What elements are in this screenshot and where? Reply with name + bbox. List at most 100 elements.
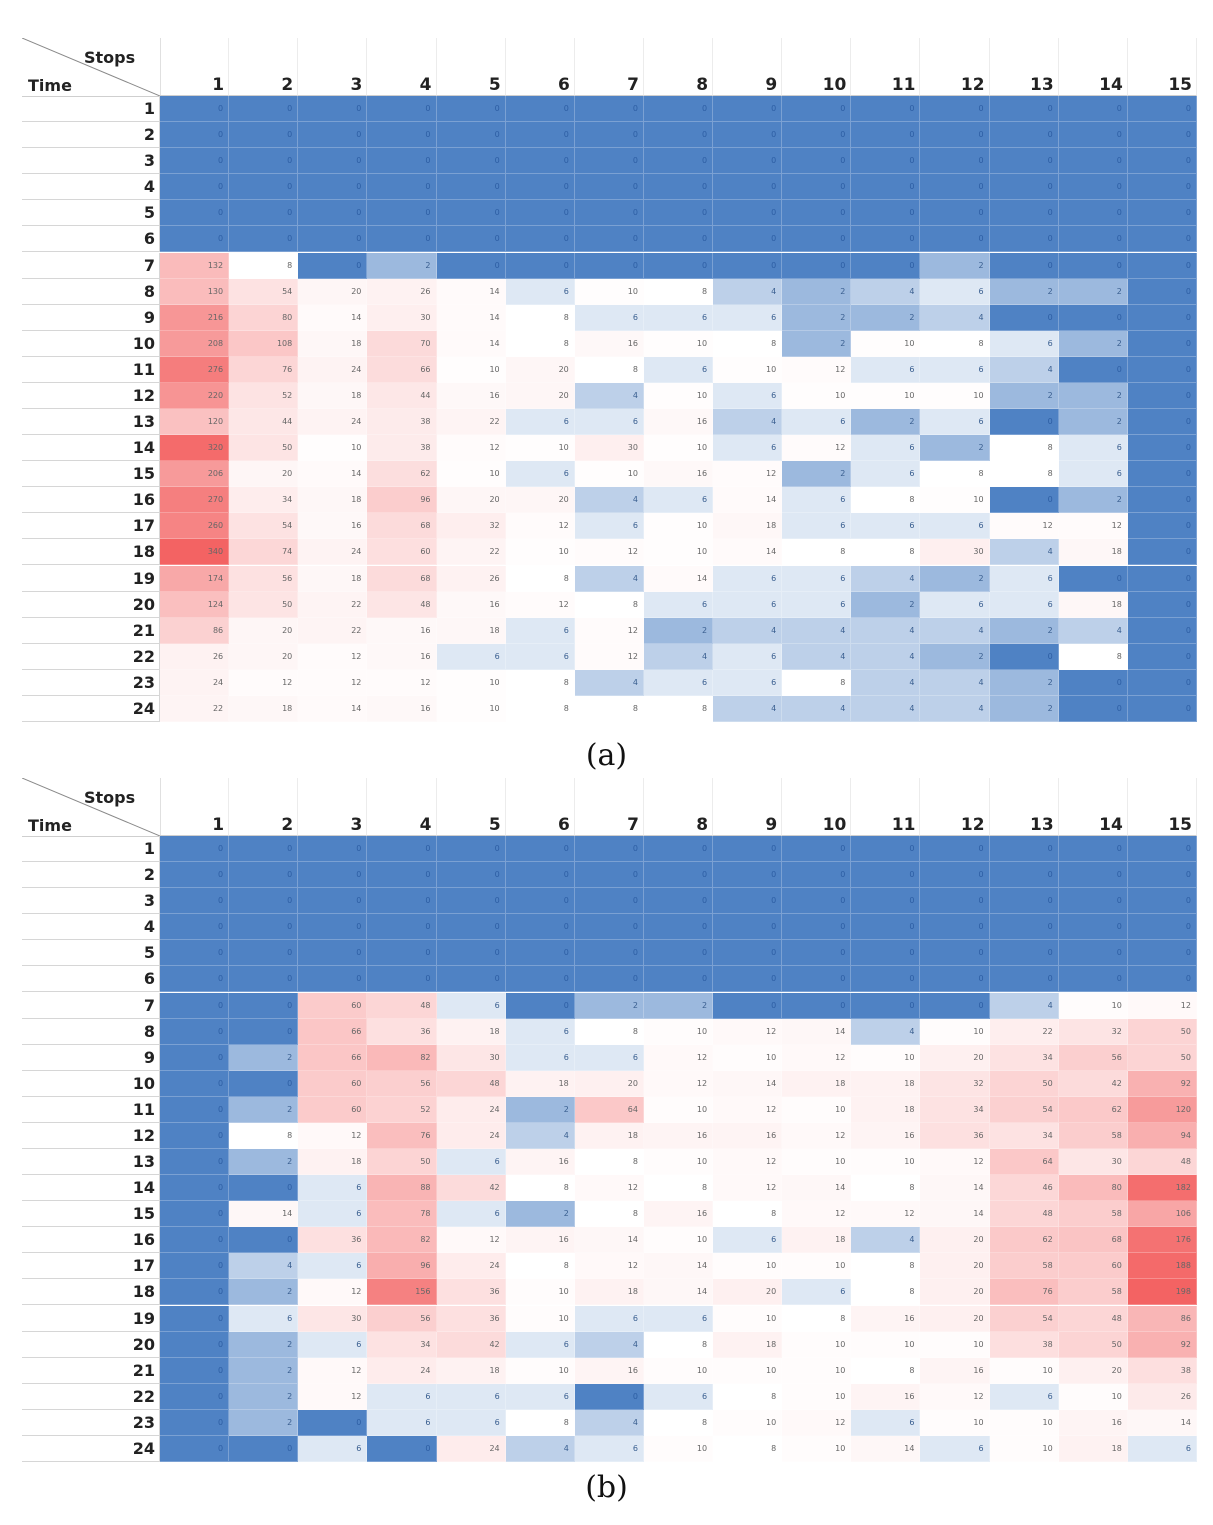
corner-header: Stops Time <box>22 38 161 97</box>
heatmap-cell: 8 <box>713 330 783 357</box>
heatmap-cell: 6 <box>643 1383 714 1410</box>
row-header: 23 <box>22 669 160 696</box>
heatmap-cell: 0 <box>643 174 714 201</box>
column-header: 13 <box>989 38 1059 96</box>
heatmap-cell: 12 <box>920 1383 990 1410</box>
heatmap-cell: 0 <box>1127 461 1197 488</box>
heatmap-cell: 18 <box>436 617 506 644</box>
heatmap-cell: 6 <box>505 617 575 644</box>
heatmap-cell: 20 <box>920 1253 990 1280</box>
heatmap-cell: 10 <box>989 1357 1059 1384</box>
heatmap-cell: 0 <box>160 226 230 253</box>
heatmap-cell: 0 <box>1058 122 1128 149</box>
heatmap-cell: 8 <box>643 695 714 722</box>
heatmap-cell: 58 <box>1058 1201 1128 1228</box>
heatmap-cell: 8 <box>851 1357 921 1384</box>
heatmap-cell: 18 <box>574 1279 644 1306</box>
heatmap-cell: 14 <box>643 1253 714 1280</box>
heatmap-cell: 0 <box>713 174 783 201</box>
heatmap-cell: 6 <box>643 1305 714 1332</box>
heatmap-cell: 8 <box>574 356 644 383</box>
heatmap-cell: 10 <box>505 539 575 566</box>
heatmap-cell: 86 <box>1127 1305 1197 1332</box>
heatmap-cell: 10 <box>643 1149 714 1176</box>
heatmap-cell: 0 <box>851 148 921 175</box>
heatmap-cell: 2 <box>989 382 1059 409</box>
heatmap-cell: 6 <box>505 643 575 670</box>
heatmap-cell: 0 <box>851 992 921 1019</box>
heatmap-cell: 0 <box>160 1383 230 1410</box>
heatmap-cell: 0 <box>436 226 506 253</box>
heatmap-cell: 0 <box>505 200 575 227</box>
heatmap-cell: 0 <box>160 1435 230 1462</box>
heatmap-cell: 2 <box>229 1357 299 1384</box>
heatmap-cell: 0 <box>989 226 1059 253</box>
heatmap-cell: 0 <box>436 966 506 993</box>
row-header: 18 <box>22 1279 160 1306</box>
heatmap-cell: 8 <box>920 461 990 488</box>
heatmap-cell: 66 <box>298 1018 368 1045</box>
row-header: 16 <box>22 1227 160 1254</box>
heatmap-cell: 66 <box>367 356 437 383</box>
heatmap-cell: 208 <box>160 330 230 357</box>
heatmap-cell: 0 <box>643 226 714 253</box>
heatmap-cell: 34 <box>989 1122 1059 1149</box>
heatmap-cell: 32 <box>1058 1018 1128 1045</box>
heatmap-cell: 68 <box>1058 1227 1128 1254</box>
heatmap-cell: 20 <box>920 1044 990 1071</box>
heatmap-cell: 44 <box>367 382 437 409</box>
heatmap-cell: 4 <box>851 617 921 644</box>
heatmap-cell: 0 <box>643 914 714 941</box>
heatmap-cell: 12 <box>298 1357 368 1384</box>
heatmap-cell: 4 <box>989 539 1059 566</box>
heatmap-cell: 6 <box>298 1435 368 1462</box>
heatmap-cell: 0 <box>643 122 714 149</box>
column-header: 10 <box>782 38 852 96</box>
heatmap-cell: 14 <box>920 1175 990 1202</box>
heatmap-cell: 10 <box>713 1357 783 1384</box>
heatmap-cell: 10 <box>713 356 783 383</box>
column-header: 8 <box>643 38 714 96</box>
heatmap-cell: 0 <box>367 966 437 993</box>
column-header: 5 <box>436 38 506 96</box>
heatmap-cell: 0 <box>1127 513 1197 540</box>
heatmap-cell: 18 <box>298 1149 368 1176</box>
heatmap-cell: 4 <box>851 643 921 670</box>
heatmap-cell: 36 <box>436 1305 506 1332</box>
heatmap-cell: 0 <box>505 148 575 175</box>
heatmap-cell: 10 <box>436 461 506 488</box>
heatmap-cell: 6 <box>643 487 714 514</box>
heatmap-cell: 16 <box>1058 1409 1128 1436</box>
heatmap-cell: 70 <box>367 330 437 357</box>
heatmap-cell: 12 <box>298 1383 368 1410</box>
heatmap-cell: 0 <box>160 888 230 915</box>
heatmap-cell: 74 <box>229 539 299 566</box>
heatmap-cell: 0 <box>367 914 437 941</box>
heatmap-cell: 8 <box>643 1175 714 1202</box>
heatmap-cell: 2 <box>367 252 437 279</box>
heatmap-cell: 0 <box>436 940 506 967</box>
heatmap-cell: 6 <box>713 565 783 592</box>
heatmap-cell: 0 <box>713 862 783 889</box>
heatmap-cell: 2 <box>989 669 1059 696</box>
heatmap-cell: 10 <box>782 1383 852 1410</box>
heatmap-cell: 0 <box>1127 669 1197 696</box>
heatmap-cell: 18 <box>505 1070 575 1097</box>
heatmap-cell: 10 <box>851 382 921 409</box>
heatmap-cell: 18 <box>782 1070 852 1097</box>
heatmap-cell: 34 <box>920 1096 990 1123</box>
heatmap-cell: 0 <box>298 940 368 967</box>
heatmap-cell: 16 <box>505 1149 575 1176</box>
heatmap-cell: 0 <box>643 836 714 863</box>
heatmap-cell: 94 <box>1127 1122 1197 1149</box>
heatmap-cell: 12 <box>298 1279 368 1306</box>
heatmap-cell: 4 <box>713 278 783 305</box>
heatmap-cell: 198 <box>1127 1279 1197 1306</box>
heatmap-cell: 20 <box>920 1279 990 1306</box>
column-header: 12 <box>920 778 990 836</box>
row-header: 18 <box>22 539 160 566</box>
heatmap-cell: 0 <box>1127 252 1197 279</box>
heatmap-cell: 8 <box>782 1305 852 1332</box>
heatmap-cell: 0 <box>229 914 299 941</box>
row-header: 21 <box>22 617 160 644</box>
